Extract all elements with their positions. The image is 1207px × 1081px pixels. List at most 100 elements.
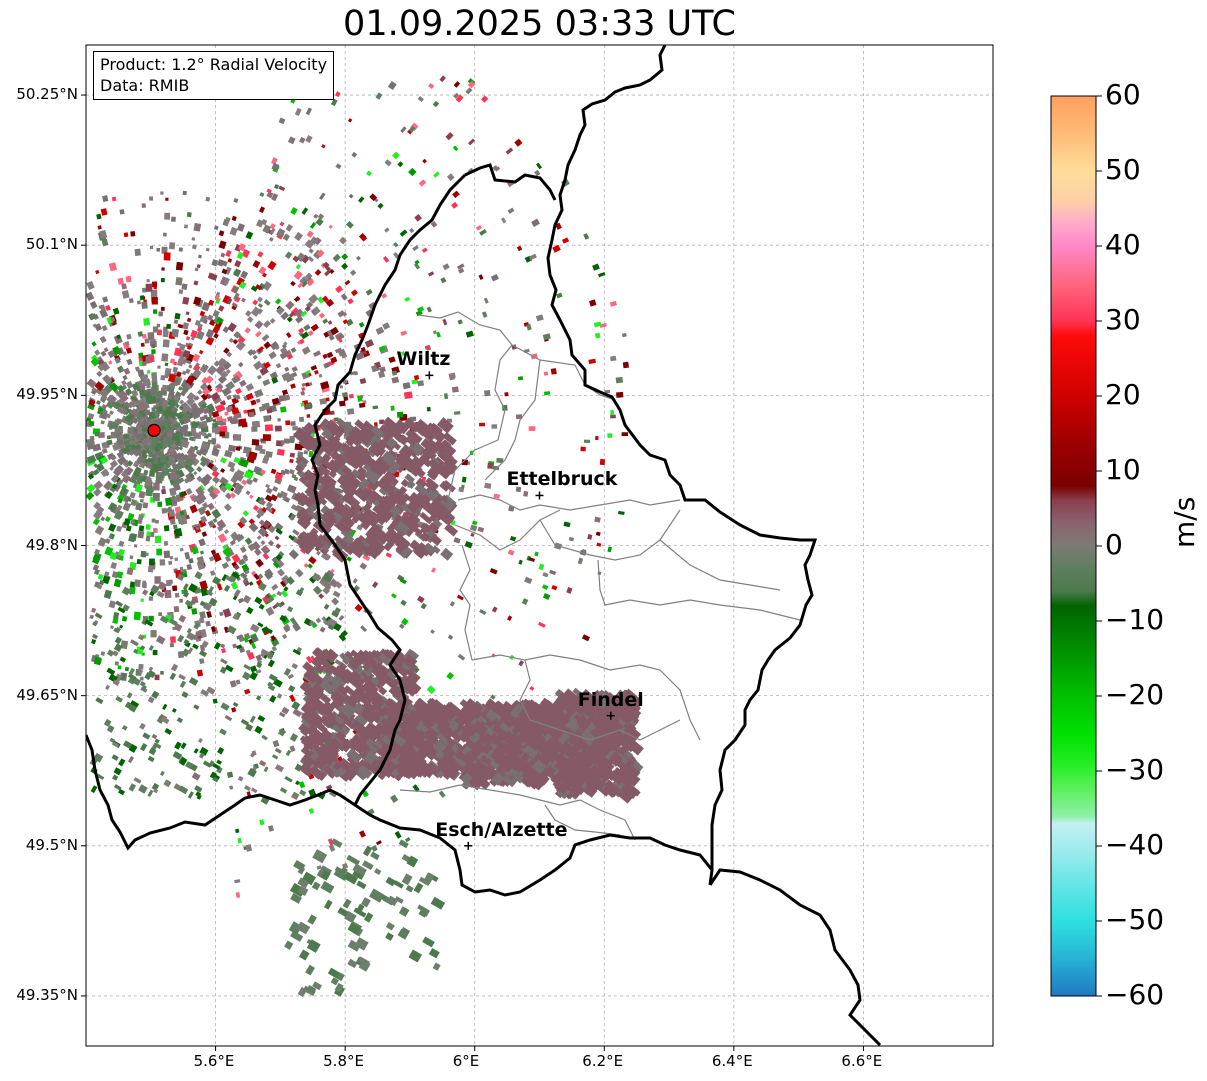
- echo-bin: [117, 277, 125, 285]
- echo-bin: [359, 562, 368, 570]
- echo-bin: [94, 323, 103, 332]
- echo-bin: [293, 295, 301, 303]
- echo-bin: [318, 312, 326, 319]
- echo-bin: [587, 534, 593, 540]
- echo-bin: [250, 306, 261, 317]
- echo-bin: [594, 332, 601, 339]
- echo-bin: [447, 634, 454, 640]
- echo-bin: [191, 237, 196, 241]
- echo-bin: [549, 569, 557, 576]
- echo-bin: [125, 275, 132, 283]
- echo-bin: [199, 310, 206, 317]
- echo-bin: [263, 299, 271, 306]
- echo-bin: [103, 589, 113, 599]
- echo-bin: [493, 493, 501, 499]
- echo-bin: [264, 533, 269, 538]
- echo-bin: [375, 840, 382, 846]
- echo-bin: [128, 298, 134, 304]
- echo-bin: [272, 486, 279, 492]
- echo-bin: [263, 415, 271, 422]
- echo-bin: [417, 96, 424, 103]
- echo-bin: [160, 375, 166, 381]
- echo-bin: [245, 310, 252, 317]
- echo-bin: [181, 283, 188, 291]
- echo-bin: [133, 544, 138, 548]
- echo-bin: [174, 312, 181, 320]
- echo-bin: [252, 477, 259, 483]
- echo-bin: [256, 535, 262, 541]
- echo-bin: [216, 357, 227, 368]
- echo-bin: [479, 422, 485, 427]
- echo-bin: [146, 370, 151, 374]
- echo-bin: [372, 405, 379, 410]
- echo-bin: [178, 289, 184, 295]
- echo-bin: [235, 828, 240, 834]
- echo-bin: [177, 634, 185, 643]
- echo-bin: [140, 598, 144, 602]
- echo-bin: [185, 397, 196, 407]
- echo-bin: [229, 785, 234, 790]
- echo-bin: [218, 425, 228, 433]
- echo-bin: [225, 249, 232, 258]
- echo-bin: [301, 346, 311, 355]
- echo-bin: [427, 271, 435, 277]
- echo-bin: [300, 254, 310, 264]
- echo-bin: [138, 663, 144, 670]
- echo-bin: [188, 364, 193, 369]
- echo-bin: [197, 389, 203, 395]
- echo-bin: [254, 330, 262, 338]
- echo-bin: [222, 418, 227, 423]
- echo-bin: [329, 268, 335, 275]
- echo-bin: [199, 580, 208, 590]
- echo-bin: [148, 615, 154, 622]
- echo-bin: [193, 280, 199, 286]
- echo-bin: [313, 350, 322, 358]
- echo-bin: [113, 578, 122, 588]
- echo-bin: [514, 138, 523, 147]
- echo-bin: [198, 254, 202, 259]
- echo-bin: [446, 173, 455, 181]
- echo-bin: [264, 494, 273, 503]
- echo-bin: [390, 405, 395, 411]
- echo-bin: [100, 350, 107, 357]
- echo-bin: [122, 374, 128, 381]
- echo-bin: [295, 264, 301, 270]
- echo-bin: [140, 550, 147, 558]
- echo-bin: [421, 247, 428, 254]
- echo-bin: [160, 191, 164, 195]
- echo-bin: [152, 281, 158, 288]
- echo-bin: [231, 215, 237, 222]
- echo-bin: [454, 411, 461, 415]
- echo-bin: [153, 286, 157, 290]
- echo-bin: [322, 586, 331, 595]
- echo-bin: [191, 772, 201, 781]
- echo-bin: [426, 685, 436, 695]
- echo-bin: [145, 487, 154, 496]
- echo-bin: [340, 293, 348, 301]
- echo-bin: [384, 227, 390, 233]
- echo-bin: [542, 593, 551, 600]
- echo-bin: [351, 151, 358, 158]
- echo-bin: [341, 253, 349, 261]
- echo-bin: [180, 742, 187, 750]
- echo-bin: [94, 432, 100, 437]
- echo-bin: [100, 208, 108, 216]
- echo-bin: [148, 666, 154, 672]
- echo-bin: [151, 376, 158, 383]
- echo-bin: [194, 267, 199, 272]
- echo-bin: [149, 245, 154, 250]
- echo-bin: [255, 398, 261, 404]
- echo-bin: [199, 658, 205, 664]
- echo-bin: [338, 400, 346, 407]
- echo-bin: [249, 715, 256, 723]
- echo-bin: [248, 451, 258, 460]
- echo-bin: [136, 559, 142, 565]
- echo-bin: [227, 416, 233, 422]
- echo-bin: [250, 399, 257, 406]
- echo-bin: [259, 206, 265, 213]
- echo-bin: [277, 418, 281, 422]
- echo-bin: [246, 606, 254, 615]
- echo-bin: [261, 402, 271, 411]
- echo-bin: [182, 322, 190, 330]
- echo-bin: [269, 223, 276, 230]
